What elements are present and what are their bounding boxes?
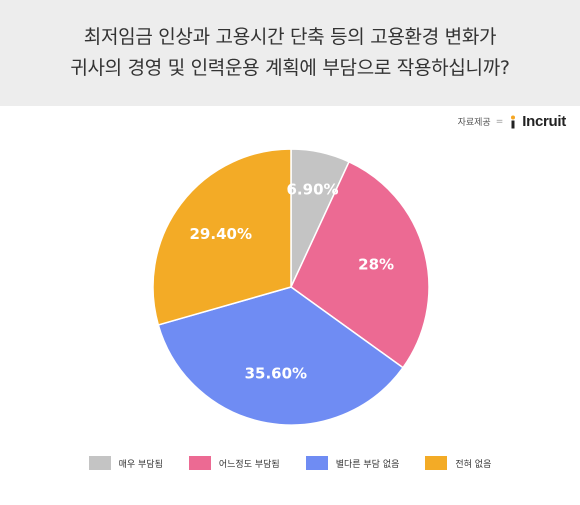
- legend-item-3: 전혀 없음: [425, 456, 491, 470]
- legend-label-2: 별다른 부담 없음: [335, 459, 400, 470]
- source-label: 자료제공: [457, 118, 491, 128]
- legend-swatch-0: [88, 456, 111, 470]
- pie-slice-1: [290, 160, 430, 369]
- legend-label-1: 어느정도 부담됨: [218, 459, 280, 470]
- legend-swatch-3: [425, 456, 448, 470]
- legend-swatch-2: [305, 456, 328, 470]
- pie-slice-label-2: 35.60%: [245, 365, 307, 383]
- pie-slice-label-0: 6.90%: [287, 180, 339, 198]
- incruit-logo-text: Incruit: [522, 113, 566, 130]
- legend-item-1: 어느정도 부담됨: [188, 456, 280, 470]
- legend-item-0: 매우 부담됨: [88, 456, 163, 470]
- legend-swatch-1: [188, 456, 211, 470]
- incruit-logo-icon: [511, 115, 516, 128]
- pie-slice-label-1: 28%: [358, 256, 394, 274]
- legend-label-0: 매우 부담됨: [118, 459, 163, 470]
- pie-slice-label-3: 29.40%: [190, 225, 252, 243]
- question-line-2: 귀사의 경영 및 인력운용 계획에 부담으로 작용하십니까?: [70, 57, 510, 79]
- source-credit: 자료제공 = Incruit: [457, 113, 567, 130]
- source-separator: =: [495, 116, 504, 127]
- question-header: 최저임금 인상과 고용시간 단축 등의 고용환경 변화가 귀사의 경영 및 인력…: [0, 0, 580, 106]
- legend-label-3: 전혀 없음: [455, 459, 492, 470]
- chart-legend: 매우 부담됨 어느정도 부담됨 별다른 부담 없음 전혀 없음: [0, 456, 580, 470]
- legend-item-2: 별다른 부담 없음: [305, 456, 400, 470]
- pie-slice-2: [157, 286, 405, 426]
- question-line-1: 최저임금 인상과 고용시간 단축 등의 고용환경 변화가: [83, 26, 497, 48]
- pie-slice-3: [152, 148, 292, 326]
